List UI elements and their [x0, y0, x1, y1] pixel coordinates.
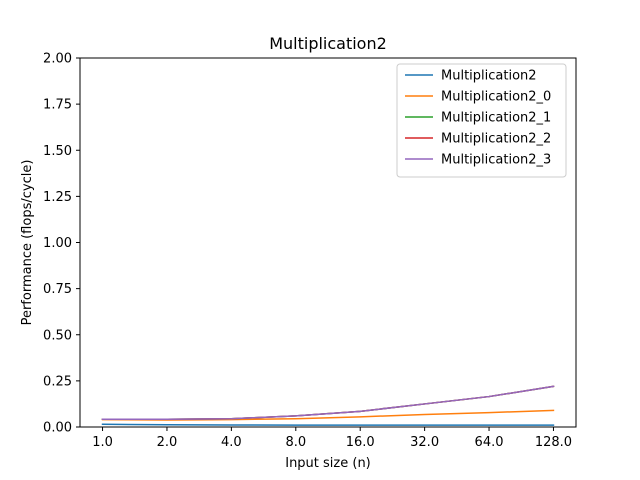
- x-tick-label: 8.0: [285, 435, 306, 450]
- y-axis-title: Performance (flops/cycle): [20, 160, 35, 326]
- legend: Multiplication2 Multiplication2_0 Multipli…: [396, 63, 567, 178]
- y-tick-label: 1.75: [43, 98, 72, 113]
- x-axis: 1.0 2.0 4.0 8.0 16.0 32.0 64.0 128.0: [92, 427, 572, 450]
- legend-label: Multiplication2: [441, 69, 537, 84]
- x-tick-label: 128.0: [535, 435, 572, 450]
- y-tick-label: 0.00: [43, 421, 72, 436]
- x-axis-title: Input size (n): [285, 456, 371, 471]
- legend-label: Multiplication2_0: [441, 90, 551, 105]
- x-tick-label: 64.0: [475, 435, 504, 450]
- series-line-0: [101, 423, 555, 426]
- y-tick-label: 1.25: [43, 190, 72, 205]
- y-axis: 0.00 0.25 0.50 0.75 1.00 1.25 1.50 1.75 2.00: [43, 52, 80, 436]
- chart-title: Multiplication2: [269, 34, 387, 53]
- y-tick-label: 2.00: [43, 52, 72, 67]
- y-tick-label: 0.25: [43, 374, 72, 389]
- x-tick-label: 32.0: [410, 435, 439, 450]
- series-layer: [101, 385, 555, 426]
- series-line-1: [101, 409, 555, 421]
- legend-label: Multiplication2_2: [441, 132, 551, 147]
- x-tick-label: 4.0: [221, 435, 242, 450]
- legend-label: Multiplication2_3: [441, 153, 551, 168]
- y-tick-label: 1.50: [43, 144, 72, 159]
- y-tick-label: 0.75: [43, 282, 72, 297]
- x-tick-label: 1.0: [92, 435, 113, 450]
- y-tick-label: 1.00: [43, 236, 72, 251]
- x-tick-label: 2.0: [157, 435, 178, 450]
- legend-box: [396, 63, 567, 178]
- legend-label: Multiplication2_1: [441, 111, 551, 126]
- y-tick-label: 0.50: [43, 328, 72, 343]
- series-line-4: [101, 385, 555, 420]
- x-tick-label: 16.0: [346, 435, 375, 450]
